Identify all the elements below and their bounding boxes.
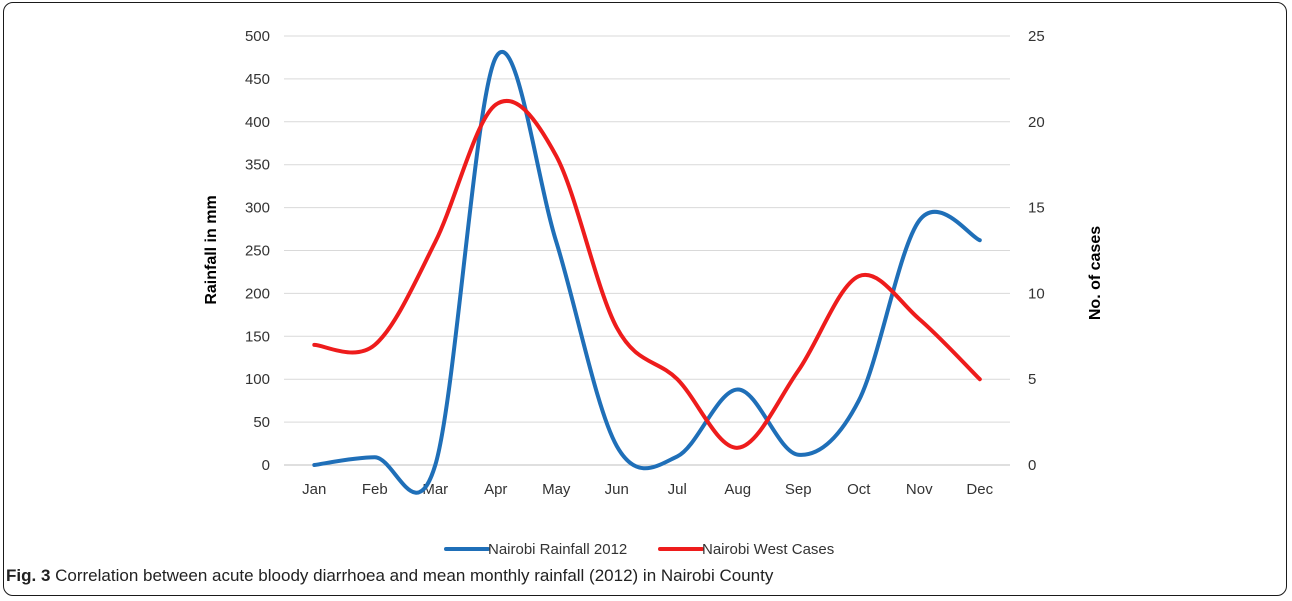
right-tick-label: 0 xyxy=(1028,457,1036,474)
left-tick-label: 100 xyxy=(245,371,270,388)
left-tick-label: 0 xyxy=(262,457,270,474)
figure-frame xyxy=(3,2,1287,596)
x-tick-label: Jun xyxy=(605,481,629,498)
right-tick-label: 20 xyxy=(1028,114,1045,131)
x-tick-label: Sep xyxy=(785,481,812,498)
left-tick-label: 300 xyxy=(245,200,270,217)
right-tick-label: 15 xyxy=(1028,200,1045,217)
gridlines xyxy=(284,35,1010,466)
x-tick-label: Jan xyxy=(302,481,326,498)
legend-label: Nairobi West Cases xyxy=(702,541,834,558)
left-tick-label: 350 xyxy=(245,157,270,174)
x-tick-label: Apr xyxy=(484,481,507,498)
x-axis-ticks: Jan Feb Mar Apr May Jun Jul Aug Sep Oct Nov Dec xyxy=(302,481,993,498)
x-tick-label: Nov xyxy=(906,481,933,498)
x-tick-label: Jul xyxy=(668,481,687,498)
left-tick-label: 50 xyxy=(253,414,270,431)
legend: Nairobi Rainfall 2012 Nairobi West Cases xyxy=(444,541,834,558)
x-tick-label: May xyxy=(542,481,571,498)
left-axis-title: Rainfall in mm xyxy=(203,195,220,304)
series-lines xyxy=(312,49,982,495)
right-axis-ticks: 0 5 10 15 20 25 xyxy=(1028,28,1045,474)
left-tick-label: 400 xyxy=(245,114,270,131)
x-tick-label: Aug xyxy=(724,481,751,498)
left-axis-ticks: 0 50 100 150 200 250 300 350 400 450 500 xyxy=(245,28,270,474)
x-tick-label: Oct xyxy=(847,481,871,498)
x-tick-label: Feb xyxy=(362,481,388,498)
legend-label: Nairobi Rainfall 2012 xyxy=(488,541,627,558)
right-tick-label: 10 xyxy=(1028,285,1045,302)
right-tick-label: 25 xyxy=(1028,28,1045,45)
figure-caption: Fig. 3 Correlation between acute bloody … xyxy=(6,566,773,586)
series-line-rainfall xyxy=(312,49,982,495)
left-tick-label: 200 xyxy=(245,285,270,302)
figure-caption-label: Fig. 3 xyxy=(6,566,51,585)
series-line-cases xyxy=(312,98,982,450)
left-tick-label: 450 xyxy=(245,71,270,88)
right-tick-label: 5 xyxy=(1028,371,1036,388)
figure-caption-text: Correlation between acute bloody diarrho… xyxy=(50,566,774,585)
left-tick-label: 150 xyxy=(245,328,270,345)
right-axis-title: No. of cases xyxy=(1087,226,1104,320)
left-tick-label: 250 xyxy=(245,243,270,260)
left-tick-label: 500 xyxy=(245,28,270,45)
x-tick-label: Dec xyxy=(966,481,993,498)
